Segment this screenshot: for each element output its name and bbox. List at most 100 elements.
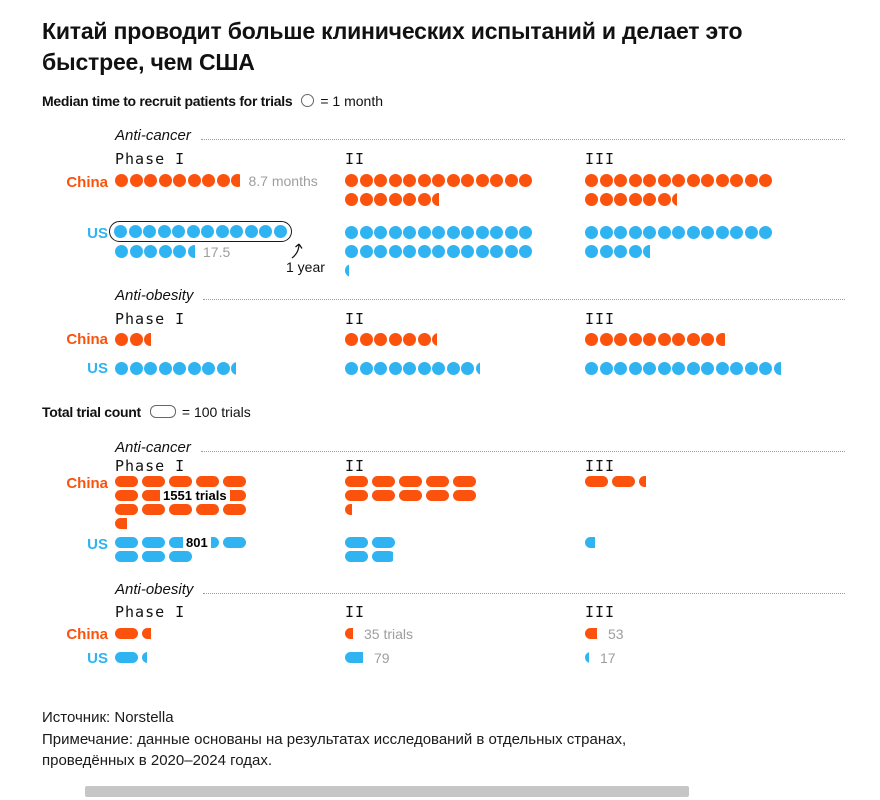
- total-legend-unit: = 100 trials: [181, 403, 251, 420]
- unit-pill: [142, 628, 151, 639]
- unit-circle: [144, 333, 151, 346]
- unit-pill: [345, 537, 368, 548]
- unit-circle: [628, 245, 642, 258]
- total-anticancer-china-phase3: [585, 476, 646, 490]
- total-antiobesity-china-phase1: [115, 628, 151, 642]
- value-label: 8.7 months: [248, 172, 318, 189]
- unit-circle: [388, 193, 402, 206]
- median-legend: Median time to recruit patients for tria…: [42, 92, 383, 109]
- unit-circle: [475, 245, 489, 258]
- unit-circle: [388, 362, 402, 375]
- unit-pill: [115, 652, 138, 663]
- median-legend-unit: = 1 month: [320, 92, 383, 109]
- total-anticancer-china-phase2: [345, 476, 476, 518]
- unit-circle: [744, 362, 758, 375]
- total-antiobesity-us-phase2: 79: [345, 649, 390, 666]
- unit-pill: [345, 628, 353, 639]
- unit-circle: [144, 362, 157, 375]
- unit-circle: [403, 333, 416, 346]
- unit-circle: [686, 226, 700, 239]
- unit-circle: [114, 225, 127, 238]
- unit-pill: [372, 490, 395, 501]
- value-label: 35 trials: [364, 625, 414, 642]
- unit-pill: [142, 551, 165, 562]
- unit-circle: [158, 245, 172, 258]
- unit-circle: [504, 245, 518, 258]
- source-note: Источник: Norstella Примечание: данные о…: [42, 707, 832, 772]
- pictogram-row: [115, 476, 246, 487]
- unit-circle: [461, 226, 474, 239]
- unit-circle: [446, 362, 460, 375]
- unit-pill: [196, 476, 219, 487]
- unit-pill: [142, 504, 165, 515]
- unit-pill: [399, 490, 422, 501]
- unit-circle: [715, 362, 729, 375]
- phase-header-2: II: [345, 603, 366, 621]
- unit-circle: [519, 174, 532, 187]
- unit-circle: [187, 245, 195, 258]
- pictogram-row: [345, 264, 532, 277]
- unit-circle: [374, 174, 387, 187]
- unit-circle: [231, 362, 236, 375]
- unit-circle: [614, 174, 627, 187]
- unit-circle: [672, 174, 685, 187]
- unit-circle: [115, 333, 128, 346]
- unit-circle: [744, 174, 758, 187]
- unit-circle: [345, 333, 358, 346]
- total-anticancer-us-phase2: [345, 537, 395, 565]
- unit-circle: [643, 193, 656, 206]
- unit-pill: [639, 476, 646, 487]
- median-anticancer-us-phase3: [585, 226, 772, 264]
- unit-circle: [657, 193, 671, 206]
- unit-pill: [196, 504, 219, 515]
- unit-circle: [345, 174, 358, 187]
- unit-circle: [643, 226, 656, 239]
- unit-circle: [614, 362, 627, 375]
- row-label-us: US: [87, 225, 108, 242]
- unit-circle: [432, 174, 445, 187]
- pictogram-row: [345, 551, 395, 562]
- row-label-china: China: [66, 331, 108, 348]
- unit-circle: [628, 362, 642, 375]
- phase-header-3: III: [585, 310, 616, 328]
- unit-circle: [374, 245, 387, 258]
- unit-circle: [599, 174, 613, 187]
- unit-pill: [345, 551, 368, 562]
- unit-circle: [643, 245, 650, 258]
- unit-circle: [461, 362, 474, 375]
- unit-circle: [599, 226, 613, 239]
- unit-pill: [426, 476, 449, 487]
- unit-circle: [216, 174, 230, 187]
- unit-circle: [403, 174, 416, 187]
- unit-circle: [701, 333, 714, 346]
- pictogram-row: [585, 537, 595, 548]
- row-label-china: China: [66, 475, 108, 492]
- section-label: Anti-cancer: [115, 439, 191, 456]
- note-line1: Примечание: данные основаны на результат…: [42, 730, 627, 748]
- unit-circle: [202, 174, 215, 187]
- unit-circle: [388, 174, 402, 187]
- unit-circle: [715, 226, 729, 239]
- phase-header-3: III: [585, 603, 616, 621]
- unit-circle: [388, 245, 402, 258]
- phase-header-1: Phase I: [115, 310, 186, 328]
- scrollbar[interactable]: [85, 786, 689, 797]
- unit-circle: [259, 225, 272, 238]
- value-label: 79: [374, 649, 390, 666]
- unit-pill: [453, 490, 476, 501]
- phase-header-1: Phase I: [115, 603, 186, 621]
- row-label-us: US: [87, 536, 108, 553]
- unit-circle: [216, 362, 230, 375]
- total-antiobesity-china-phase2: 35 trials: [345, 625, 414, 642]
- unit-circle: [115, 245, 128, 258]
- unit-circle: [187, 362, 201, 375]
- unit-pill: [223, 504, 246, 515]
- unit-circle: [730, 226, 743, 239]
- unit-circle: [129, 174, 143, 187]
- unit-circle: [345, 193, 358, 206]
- pictogram-row: [585, 362, 781, 375]
- section-total-anti-obesity: Anti-obesity: [115, 581, 845, 598]
- unit-pill: [399, 476, 422, 487]
- unit-pill: [372, 476, 395, 487]
